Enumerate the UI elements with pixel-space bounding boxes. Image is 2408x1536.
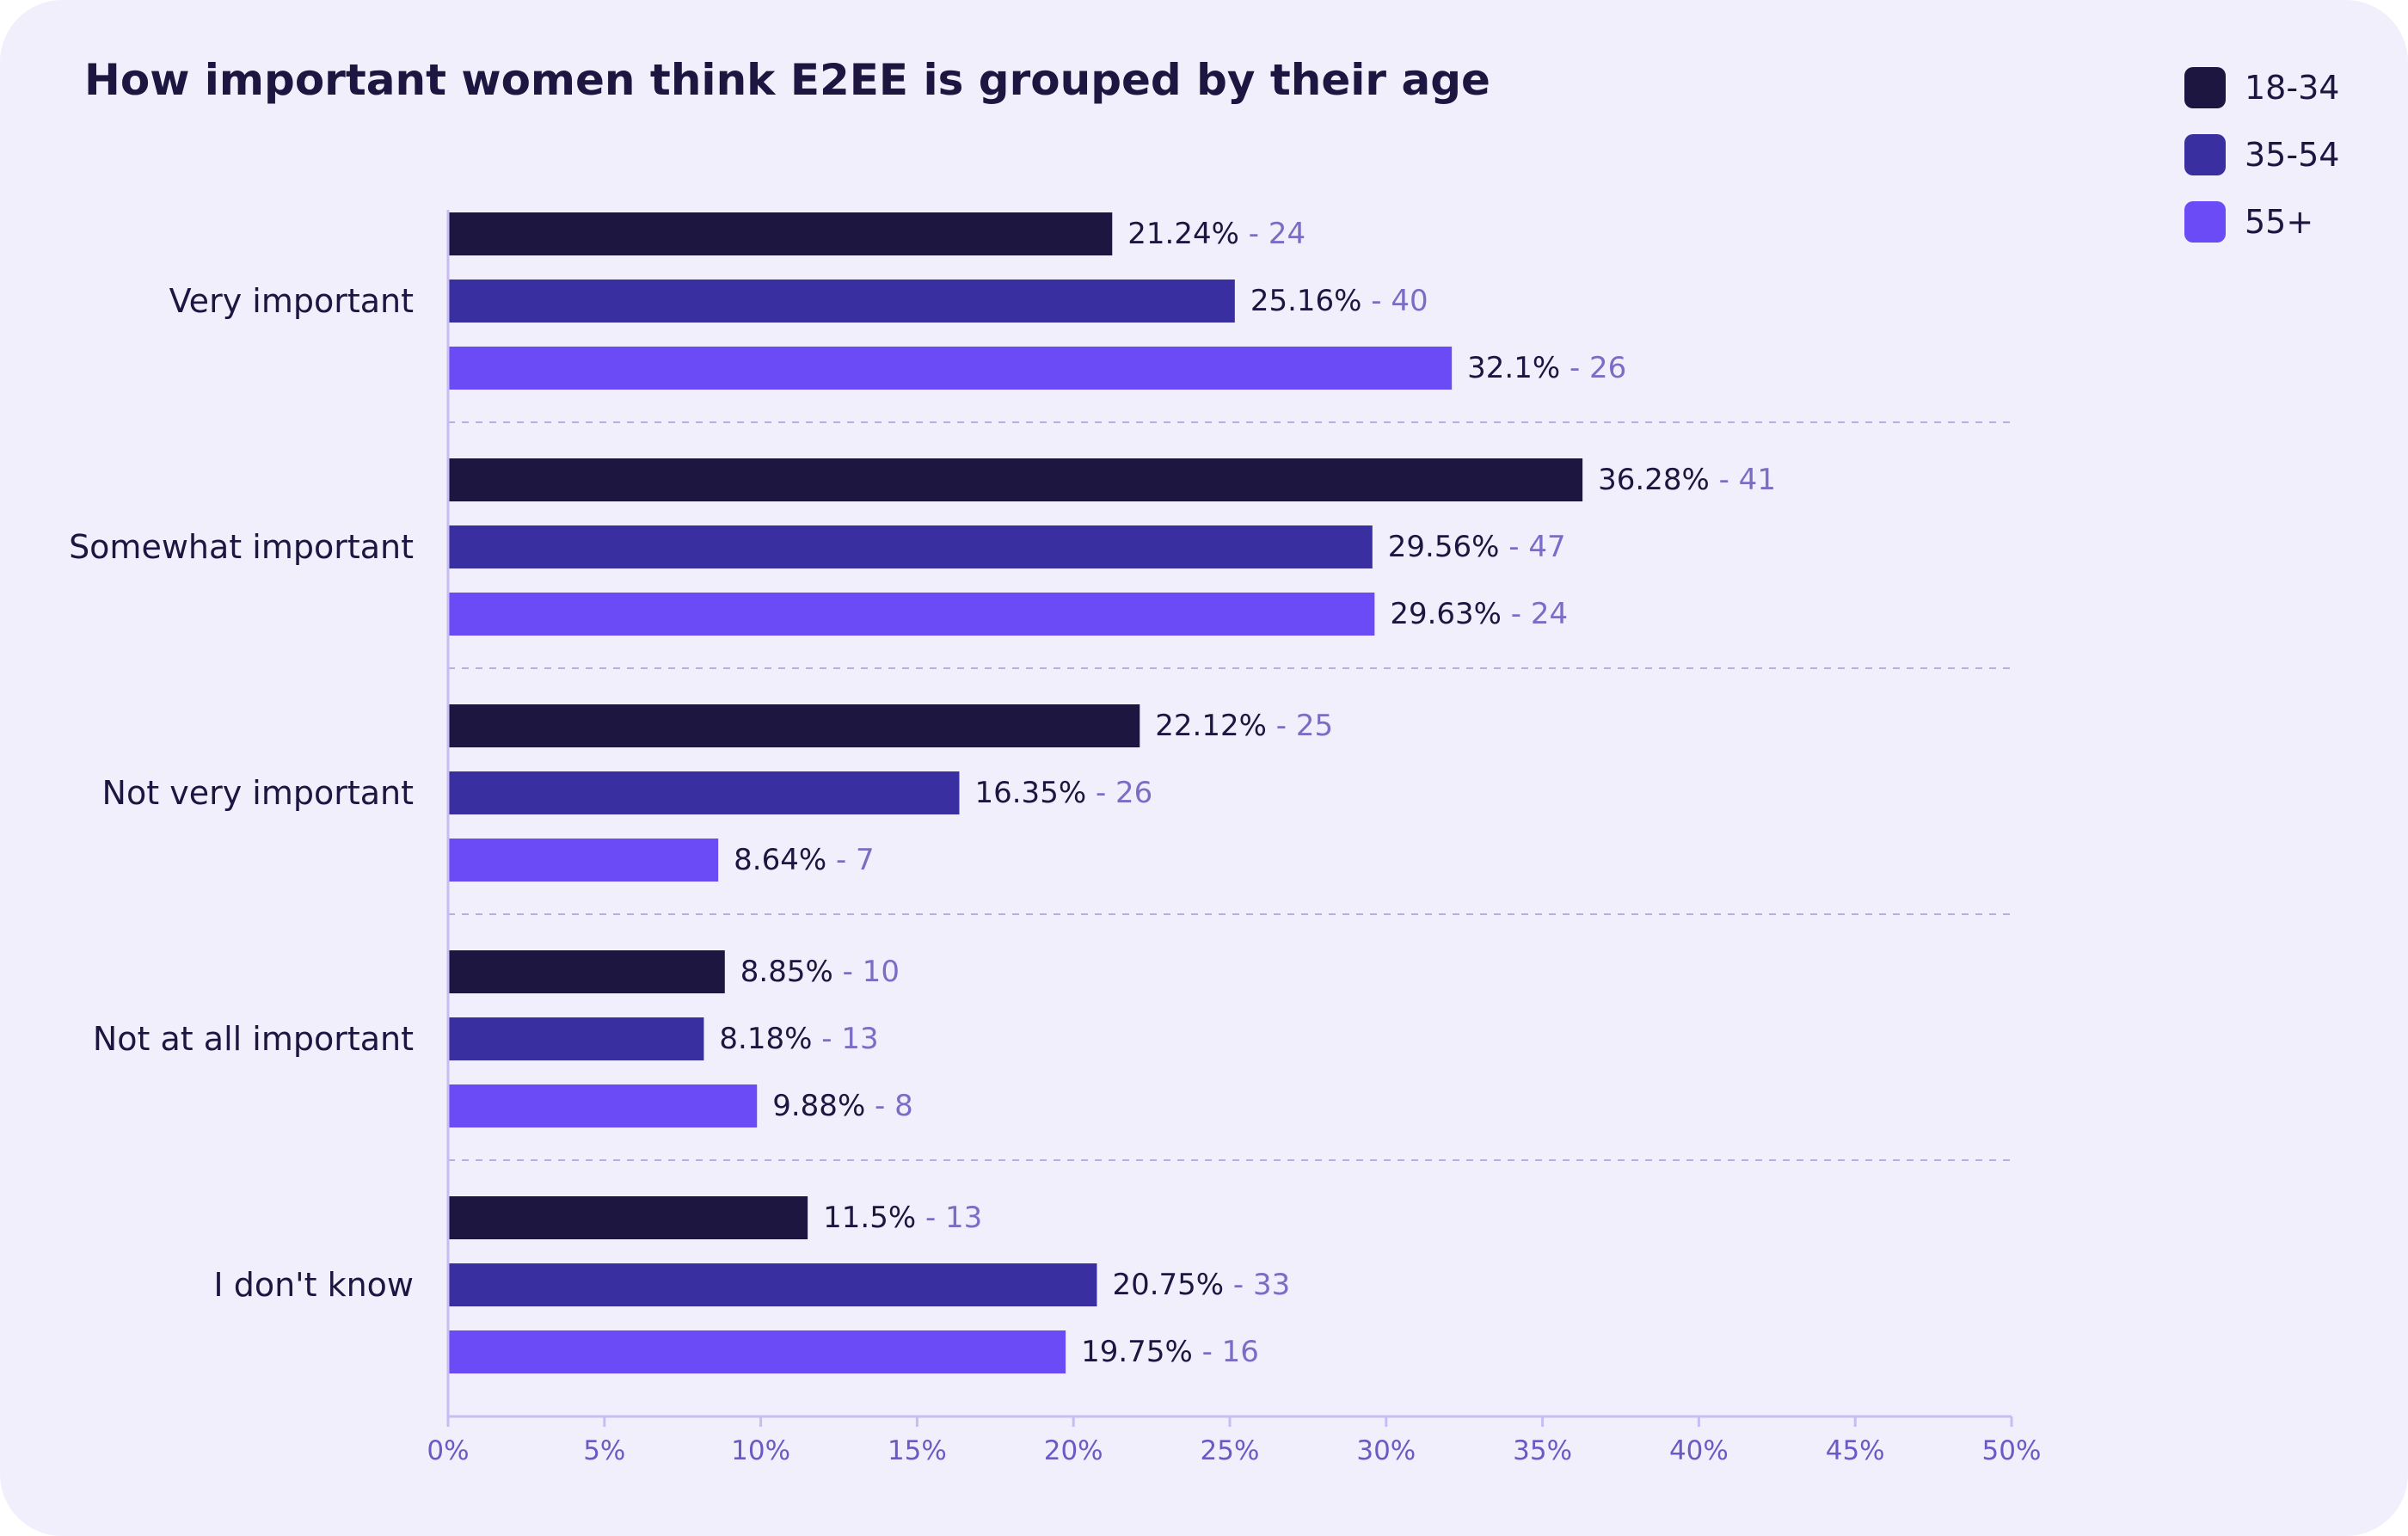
x-tick-label: 0% — [427, 1435, 469, 1466]
data-label-percent: 32.1% — [1467, 351, 1560, 385]
data-label-percent: 20.75% — [1112, 1268, 1224, 1302]
category-label-not-very-important: Not very important — [102, 774, 414, 812]
legend-label-18-34: 18-34 — [2245, 69, 2340, 107]
x-tick-label: 50% — [1982, 1435, 2042, 1466]
legend-swatch-55-plus — [2184, 201, 2226, 243]
bar-not-very-important-55 — [448, 839, 719, 882]
data-label-percent: 22.12% — [1155, 709, 1267, 743]
data-label-percent: 25.16% — [1250, 284, 1362, 318]
data-label-count: - 41 — [1710, 463, 1776, 497]
category-label-very-important: Very important — [169, 282, 414, 320]
data-label: 25.16% - 40 — [1250, 284, 1428, 318]
bar-not-at-all-important-55 — [448, 1084, 758, 1127]
data-label: 36.28% - 41 — [1598, 463, 1776, 497]
legend-swatch-18-34 — [2184, 67, 2226, 108]
data-label: 8.85% - 10 — [740, 955, 900, 989]
data-label-percent: 9.88% — [772, 1089, 865, 1123]
category-label-i-don-t-know: I don't know — [213, 1266, 414, 1304]
x-tick-label: 35% — [1513, 1435, 1572, 1466]
data-label-count: - 8 — [865, 1089, 913, 1123]
bar-not-at-all-important-18-34 — [448, 950, 725, 993]
data-label: 8.64% - 7 — [734, 843, 875, 877]
data-label-percent: 29.63% — [1390, 597, 1502, 631]
data-label-count: - 47 — [1499, 530, 1565, 564]
data-label-percent: 8.18% — [719, 1022, 812, 1056]
data-label-count: - 24 — [1502, 597, 1568, 631]
data-label: 32.1% - 26 — [1467, 351, 1626, 385]
data-label-percent: 21.24% — [1127, 217, 1239, 251]
data-label-percent: 11.5% — [823, 1201, 916, 1235]
bar-not-at-all-important-35-54 — [448, 1017, 704, 1060]
data-label: 8.18% - 13 — [719, 1022, 878, 1056]
x-tick-label: 5% — [583, 1435, 625, 1466]
data-label-percent: 8.64% — [734, 843, 826, 877]
data-label: 11.5% - 13 — [823, 1201, 982, 1235]
data-label: 21.24% - 24 — [1127, 217, 1305, 251]
legend-swatch-35-54 — [2184, 134, 2226, 175]
x-tick-label: 20% — [1044, 1435, 1103, 1466]
data-label-percent: 8.85% — [740, 955, 833, 989]
chart-title: How important women think E2EE is groupe… — [84, 55, 1490, 105]
data-label-count: - 26 — [1086, 776, 1152, 810]
data-label-percent: 16.35% — [974, 776, 1086, 810]
data-label-count: - 25 — [1267, 709, 1333, 743]
x-tick-label: 15% — [888, 1435, 947, 1466]
data-label: 20.75% - 33 — [1112, 1268, 1290, 1302]
legend-label-55-plus: 55+ — [2245, 203, 2314, 241]
data-label-percent: 36.28% — [1598, 463, 1710, 497]
data-label-count: - 13 — [812, 1022, 878, 1056]
data-label: 29.63% - 24 — [1390, 597, 1568, 631]
data-label-count: - 13 — [916, 1201, 982, 1235]
data-label: 19.75% - 16 — [1081, 1335, 1259, 1369]
x-tick-label: 30% — [1356, 1435, 1416, 1466]
bar-not-very-important-18-34 — [448, 704, 1140, 747]
data-label-count: - 33 — [1224, 1268, 1290, 1302]
bar-somewhat-important-55 — [448, 593, 1375, 636]
legend-item-35-54: 35-54 — [2184, 134, 2391, 175]
bar-somewhat-important-18-34 — [448, 458, 1583, 501]
x-tick-label: 25% — [1201, 1435, 1260, 1466]
data-label-count: - 40 — [1361, 284, 1428, 318]
bar-i-don-t-know-35-54 — [448, 1263, 1097, 1306]
bar-very-important-55 — [448, 347, 1453, 390]
bar-very-important-18-34 — [448, 212, 1113, 255]
data-label-count: - 16 — [1193, 1335, 1259, 1369]
data-label: 22.12% - 25 — [1155, 709, 1333, 743]
x-tick-label: 10% — [731, 1435, 790, 1466]
data-label-count: - 24 — [1239, 217, 1305, 251]
bar-not-very-important-35-54 — [448, 771, 960, 814]
data-label-count: - 7 — [826, 843, 875, 877]
data-label: 16.35% - 26 — [974, 776, 1152, 810]
data-label-count: - 26 — [1560, 351, 1626, 385]
bar-somewhat-important-35-54 — [448, 525, 1373, 568]
data-label: 29.56% - 47 — [1388, 530, 1566, 564]
data-label: 9.88% - 8 — [772, 1089, 913, 1123]
legend-item-18-34: 18-34 — [2184, 67, 2391, 108]
category-label-not-at-all-important: Not at all important — [93, 1020, 414, 1058]
data-label-percent: 29.56% — [1388, 530, 1500, 564]
bar-i-don-t-know-55 — [448, 1330, 1066, 1373]
category-label-somewhat-important: Somewhat important — [69, 528, 414, 566]
data-label-percent: 19.75% — [1081, 1335, 1193, 1369]
legend-label-35-54: 35-54 — [2245, 136, 2340, 174]
legend-item-55-plus: 55+ — [2184, 201, 2391, 243]
bar-very-important-35-54 — [448, 280, 1235, 323]
x-tick-label: 40% — [1669, 1435, 1729, 1466]
data-label-count: - 10 — [833, 955, 900, 989]
bar-i-don-t-know-18-34 — [448, 1196, 808, 1239]
x-tick-label: 45% — [1826, 1435, 1885, 1466]
